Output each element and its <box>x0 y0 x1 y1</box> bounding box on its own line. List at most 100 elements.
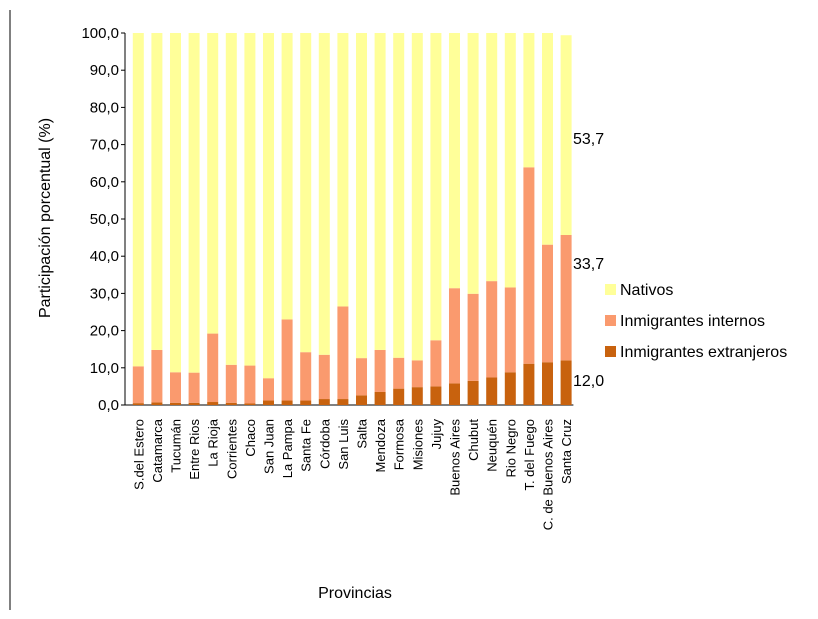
bar-segment <box>374 33 386 350</box>
bar-segment <box>449 383 460 405</box>
bar-segment <box>560 360 572 405</box>
bar-segment <box>207 402 219 405</box>
y-tick-label: 60,0 <box>90 174 119 191</box>
y-tick-label: 70,0 <box>90 137 119 154</box>
x-tick-label: Misiones <box>410 419 425 471</box>
x-tick-label: Neuquén <box>485 419 500 472</box>
bar-segment <box>300 33 312 353</box>
x-tick-label: Buenos Aires <box>448 419 463 496</box>
y-tick-label: 50,0 <box>90 211 119 228</box>
x-tick-label: Catamarca <box>150 418 165 482</box>
bar-segment <box>318 354 330 400</box>
x-tick-label: Salta <box>355 418 370 448</box>
bar-segment <box>263 378 274 401</box>
bar-segment <box>486 281 498 378</box>
x-tick-label: San Juan <box>262 419 277 474</box>
legend-swatch-extranjeros <box>605 346 616 357</box>
x-tick-label: Córdoba <box>317 418 332 469</box>
annotation-extranjeros-santa-cruz: 12,0 <box>573 373 604 390</box>
y-axis-title: Participación porcentual (%) <box>37 118 54 318</box>
bar-segment <box>225 402 237 405</box>
bar-segment <box>170 402 181 405</box>
legend-label-internos: Inmigrantes internos <box>620 313 765 330</box>
bar-segment <box>132 366 144 404</box>
legend-swatch-internos <box>605 315 616 326</box>
x-tick-label: T. del Fuego <box>522 419 537 491</box>
bar-segment <box>542 362 553 405</box>
bar-segment <box>449 288 460 384</box>
bar-segment <box>356 395 367 405</box>
bar-segment <box>467 33 479 294</box>
bar-segment <box>132 33 144 367</box>
x-tick-label: Tucumán <box>169 419 184 473</box>
bar-segment <box>356 358 367 396</box>
y-tick-label: 40,0 <box>90 248 119 265</box>
bar-segment <box>244 33 256 366</box>
bar-segment <box>151 349 163 403</box>
x-tick-label: Formosa <box>392 418 407 470</box>
legend: Nativos Inmigrantes internos Inmigrantes… <box>605 282 787 361</box>
bar-segment <box>504 33 516 288</box>
bar-segment <box>411 33 423 361</box>
y-tick-label: 90,0 <box>90 62 119 79</box>
x-axis-title: Provincias <box>318 585 392 602</box>
x-tick-label: Jujuy <box>429 419 444 450</box>
bar-segment <box>542 33 553 245</box>
y-tick-label: 100,0 <box>81 25 119 42</box>
bar-segment <box>560 35 572 235</box>
x-tick-label: La Rioja <box>206 418 221 466</box>
bar-segment <box>244 403 256 405</box>
bar-segment <box>430 340 442 387</box>
bar-segment <box>318 399 330 405</box>
x-tick-label: Entre Rios <box>187 419 202 480</box>
bar-segment <box>542 244 553 363</box>
bar-segment <box>151 402 163 405</box>
bar-segment <box>170 372 181 403</box>
x-tick-label: C. de Buenos Aires <box>541 419 556 531</box>
x-tick-label: Santa Cruz <box>559 419 574 484</box>
y-tick-label: 0,0 <box>98 397 119 414</box>
x-tick-label: S.del Estero <box>131 419 146 490</box>
bar-segment <box>188 33 200 373</box>
bar-segment <box>467 293 479 381</box>
bar-segment <box>486 377 498 405</box>
bar-segment <box>207 333 219 403</box>
x-tick-label: Mendoza <box>373 418 388 472</box>
bar-segment <box>318 33 330 355</box>
bar-segment <box>523 363 535 405</box>
bar-segment <box>356 33 367 359</box>
bar-segment <box>486 33 498 282</box>
bar-segment <box>337 306 349 400</box>
bar-segment <box>263 400 274 405</box>
legend-swatch-nativos <box>605 284 616 295</box>
legend-label-extranjeros: Inmigrantes extranjeros <box>620 344 787 361</box>
annotation-nativos-santa-cruz: 53,7 <box>573 131 604 148</box>
x-axis-tick-labels: S.del Estero Catamarca Tucumán Entre Rios La… <box>131 418 574 530</box>
bar-segment <box>393 33 405 358</box>
bar-segment <box>263 33 274 379</box>
bar-segment <box>430 386 442 405</box>
bar-segment <box>281 33 293 320</box>
y-tick-label: 20,0 <box>90 323 119 340</box>
bar-segment <box>300 400 312 405</box>
bar-segment <box>337 399 349 405</box>
bar-segment <box>411 387 423 405</box>
bar-segment <box>449 33 460 289</box>
bar-segment <box>188 402 200 405</box>
y-tick-label: 10,0 <box>90 360 119 377</box>
annotation-internos-santa-cruz: 33,7 <box>573 256 604 273</box>
x-tick-label: Rio Negro <box>503 419 518 478</box>
bar-segment <box>151 33 163 350</box>
y-axis: 0,0 10,0 20,0 30,0 40,0 50,0 60,0 70,0 80,0 90,0 1… <box>81 25 574 414</box>
bar-segment <box>281 400 293 405</box>
bar-segment <box>504 372 516 405</box>
bar-segment <box>374 349 386 392</box>
y-tick-label: 80,0 <box>90 99 119 116</box>
y-tick-label: 30,0 <box>90 285 119 302</box>
x-tick-label: Chubut <box>466 419 481 461</box>
bar-segment <box>225 364 237 403</box>
bar-segment <box>560 234 572 361</box>
bar-segment <box>430 33 442 341</box>
bar-segment <box>225 33 237 365</box>
